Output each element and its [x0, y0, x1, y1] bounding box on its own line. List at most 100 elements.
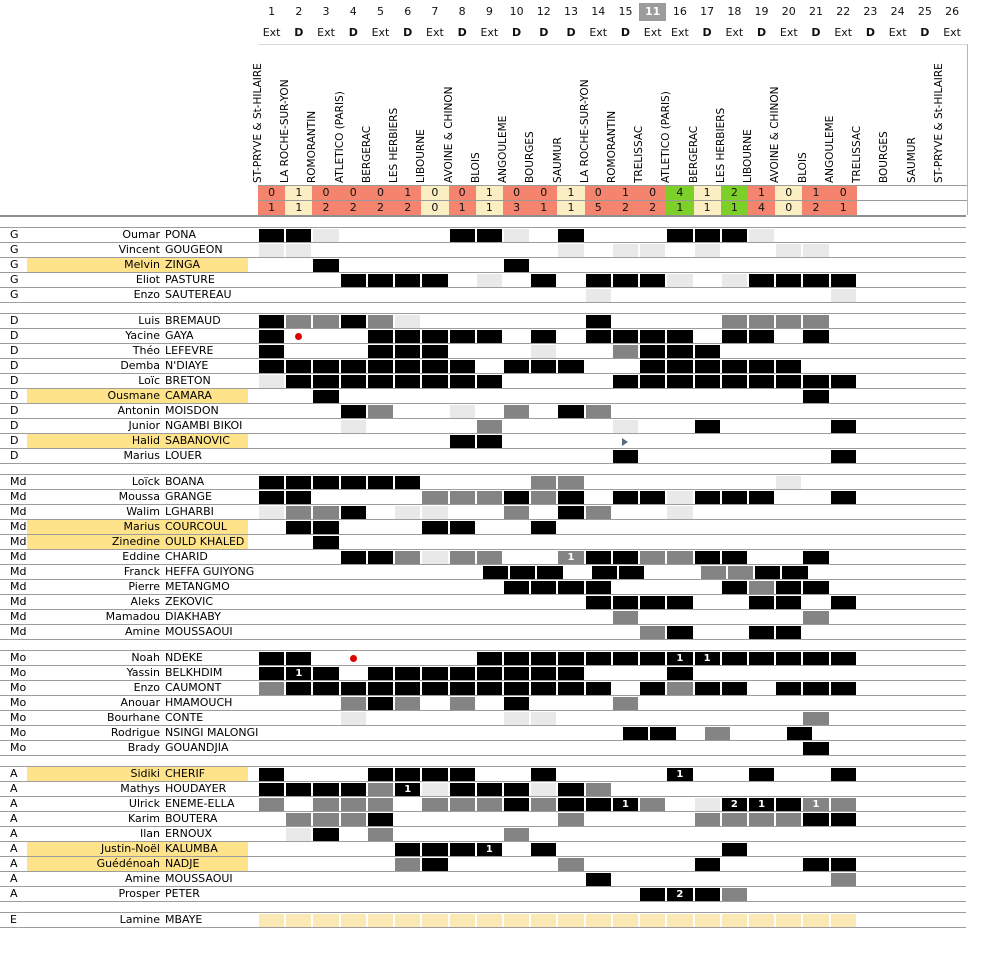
grid-cell[interactable]	[585, 505, 612, 519]
grid-cell[interactable]	[802, 857, 829, 871]
grid-cell[interactable]	[802, 329, 829, 343]
grid-cell[interactable]	[884, 434, 911, 448]
score-cell[interactable]: 2	[720, 186, 748, 200]
grid-cell[interactable]	[557, 887, 584, 901]
grid-cell[interactable]	[884, 741, 911, 755]
grid-cell[interactable]	[258, 344, 285, 358]
grid-cell[interactable]	[666, 625, 693, 639]
grid-cell[interactable]	[476, 797, 503, 811]
grid-cell[interactable]	[884, 344, 911, 358]
grid-cell[interactable]	[731, 726, 758, 740]
grid-cell[interactable]	[449, 681, 476, 695]
grid-cell[interactable]	[911, 228, 938, 242]
grid-cell[interactable]	[612, 434, 639, 448]
grid-cell[interactable]	[721, 449, 748, 463]
grid-cell[interactable]	[530, 651, 557, 665]
grid-cell[interactable]	[911, 359, 938, 373]
grid-cell[interactable]	[367, 419, 394, 433]
grid-cell[interactable]	[748, 520, 775, 534]
grid-cell[interactable]	[775, 404, 802, 418]
grid-cell[interactable]: 1	[394, 782, 421, 796]
grid-cell[interactable]	[884, 505, 911, 519]
grid-cell[interactable]	[285, 228, 312, 242]
grid-cell[interactable]	[285, 535, 312, 549]
grid-cell[interactable]	[884, 288, 911, 302]
grid-cell[interactable]	[857, 872, 884, 886]
grid-cell[interactable]	[721, 404, 748, 418]
grid-cell[interactable]	[857, 842, 884, 856]
grid-cell[interactable]	[476, 887, 503, 901]
grid-cell[interactable]	[557, 258, 584, 272]
grid-cell[interactable]	[595, 726, 622, 740]
grid-cell[interactable]	[938, 812, 965, 826]
grid-cell[interactable]	[585, 782, 612, 796]
grid-cell[interactable]	[802, 535, 829, 549]
grid-cell[interactable]	[258, 329, 285, 343]
grid-cell[interactable]	[404, 726, 431, 740]
grid-cell[interactable]	[394, 314, 421, 328]
grid-cell[interactable]	[938, 610, 965, 624]
grid-cell[interactable]	[513, 726, 540, 740]
grid-cell[interactable]: 1	[694, 651, 721, 665]
grid-cell[interactable]	[639, 359, 666, 373]
grid-cell[interactable]	[612, 711, 639, 725]
grid-cell[interactable]	[394, 666, 421, 680]
grid-cell[interactable]	[911, 666, 938, 680]
grid-cell[interactable]	[585, 797, 612, 811]
grid-cell[interactable]	[476, 419, 503, 433]
grid-cell[interactable]	[340, 595, 367, 609]
grid-cell[interactable]	[786, 726, 813, 740]
score-cell[interactable]: 1	[557, 186, 585, 200]
grid-cell[interactable]	[754, 565, 781, 579]
grid-cell[interactable]	[312, 228, 339, 242]
grid-cell[interactable]	[857, 827, 884, 841]
grid-cell[interactable]	[449, 344, 476, 358]
grid-cell[interactable]	[802, 404, 829, 418]
grid-cell[interactable]	[666, 812, 693, 826]
grid-cell[interactable]	[938, 258, 965, 272]
grid-cell[interactable]	[775, 797, 802, 811]
venue-cell[interactable]: Ext	[589, 26, 608, 39]
grid-cell[interactable]	[530, 258, 557, 272]
grid-cell[interactable]	[530, 404, 557, 418]
venue-cell[interactable]: Ext	[643, 26, 662, 39]
grid-cell[interactable]	[476, 389, 503, 403]
grid-cell[interactable]	[285, 610, 312, 624]
grid-cell[interactable]	[449, 288, 476, 302]
grid-cell[interactable]	[312, 288, 339, 302]
grid-cell[interactable]	[340, 842, 367, 856]
grid-cell[interactable]	[585, 913, 612, 927]
grid-cell[interactable]	[585, 666, 612, 680]
grid-cell[interactable]	[775, 711, 802, 725]
grid-cell[interactable]	[775, 842, 802, 856]
grid-cell[interactable]	[541, 726, 568, 740]
grid-cell[interactable]	[884, 887, 911, 901]
grid-cell[interactable]	[367, 550, 394, 564]
grid-cell[interactable]	[367, 610, 394, 624]
score-cell[interactable]: 1	[720, 201, 748, 215]
grid-cell[interactable]	[830, 389, 857, 403]
grid-cell[interactable]	[367, 505, 394, 519]
grid-cell[interactable]	[421, 404, 448, 418]
grid-cell[interactable]	[530, 374, 557, 388]
grid-cell[interactable]	[449, 887, 476, 901]
grid-cell[interactable]	[340, 273, 367, 287]
grid-cell[interactable]	[748, 404, 775, 418]
grid-cell[interactable]	[449, 767, 476, 781]
grid-cell[interactable]	[884, 666, 911, 680]
grid-cell[interactable]	[449, 520, 476, 534]
grid-cell[interactable]	[367, 580, 394, 594]
grid-cell[interactable]	[949, 726, 976, 740]
grid-cell[interactable]	[666, 288, 693, 302]
grid-cell[interactable]	[721, 842, 748, 856]
grid-cell[interactable]	[911, 434, 938, 448]
grid-cell[interactable]	[911, 696, 938, 710]
grid-cell[interactable]	[585, 258, 612, 272]
match-number-cell[interactable]: 22	[836, 5, 851, 18]
grid-cell[interactable]	[258, 887, 285, 901]
grid-cell[interactable]	[721, 610, 748, 624]
grid-cell[interactable]	[557, 314, 584, 328]
grid-cell[interactable]	[884, 389, 911, 403]
grid-cell[interactable]	[802, 449, 829, 463]
grid-cell[interactable]	[639, 228, 666, 242]
